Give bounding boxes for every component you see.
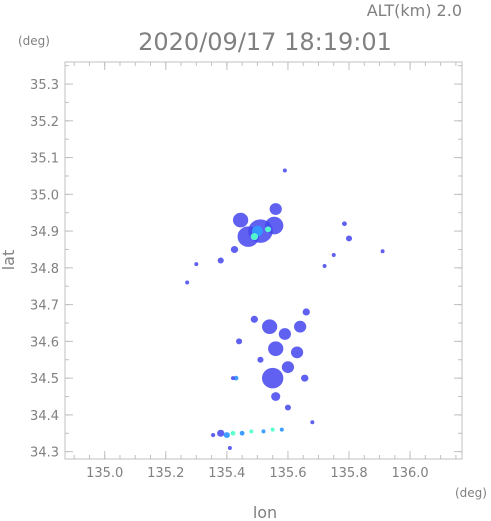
echo-cell-low [261, 319, 278, 335]
echo-cell-low [185, 280, 190, 285]
x-unit-label: (deg) [455, 486, 487, 500]
echo-cell-low [282, 168, 287, 173]
echo-cell-low [257, 356, 264, 363]
echo-cell-mid [239, 430, 245, 436]
echo-cell-low [232, 212, 249, 228]
echo-cell-low [331, 252, 336, 257]
echo-cell-low [194, 262, 199, 267]
echo-cell-low [345, 235, 353, 242]
echo-cell-high [270, 427, 275, 432]
y-tick-label: 34.4 [30, 409, 59, 424]
axis-ticks: 135.0 135.2 135.4 135.6 135.8 136.0 34.3 34.4 34… [30, 62, 462, 481]
echo-cell-low [250, 315, 259, 323]
echo-cell-high [230, 430, 236, 436]
echo-cell-low [341, 221, 347, 227]
y-tick-label: 35.2 [30, 115, 59, 130]
y-tick-label: 35.3 [30, 78, 59, 93]
x-axis-title: lon [253, 503, 277, 521]
echo-cell-low [290, 346, 304, 359]
x-tick-label: 135.0 [86, 466, 123, 481]
echo-cell-low [322, 264, 327, 269]
x-tick-label: 135.4 [208, 466, 245, 481]
x-tick-label: 135.6 [269, 466, 306, 481]
plot-frame [64, 61, 463, 460]
x-tick-label: 135.2 [147, 466, 184, 481]
y-axis-title: lat [0, 250, 18, 271]
echo-cell-low [217, 257, 224, 264]
echo-cell-low [302, 308, 310, 316]
echo-cell-low [269, 203, 282, 215]
echo-cell-low [268, 341, 284, 357]
altitude-label: ALT(km) 2.0 [367, 1, 462, 20]
echo-cell-high [250, 233, 259, 241]
echo-cell-low [310, 420, 315, 425]
echo-cells [185, 168, 385, 450]
echo-cell-mid [233, 375, 239, 381]
echo-cell-low [230, 376, 235, 381]
timestamp-title: 2020/09/17 18:19:01 [138, 28, 392, 56]
echo-cell-low [284, 404, 291, 411]
echo-cell-low [294, 320, 307, 333]
echo-cell-low [380, 249, 385, 254]
echo-cell-low [278, 328, 291, 340]
echo-cell-mid [223, 432, 230, 439]
echo-cell-high [265, 226, 272, 233]
echo-cell-low [261, 367, 284, 389]
y-tick-label: 35.1 [30, 152, 59, 167]
echo-cell-low [271, 392, 281, 401]
y-tick-label: 34.3 [30, 446, 59, 461]
y-tick-label: 34.5 [30, 372, 59, 387]
echo-cell-low [217, 429, 225, 437]
echo-cell-low [227, 445, 232, 450]
y-tick-label: 34.8 [30, 262, 59, 277]
y-unit-label: (deg) [18, 34, 50, 48]
echo-cell-low [236, 338, 243, 345]
y-tick-label: 34.6 [30, 335, 59, 350]
x-tick-label: 135.8 [330, 466, 367, 481]
echo-cell-high [249, 429, 254, 434]
echo-cell-mid [261, 429, 266, 434]
echo-cell-mid [279, 427, 284, 432]
echo-cell-low [301, 374, 309, 382]
echo-cell-low [230, 245, 239, 254]
echo-cell-low [281, 361, 295, 373]
y-tick-label: 34.9 [30, 225, 59, 240]
y-tick-label: 34.7 [30, 299, 59, 314]
echo-cell-low [210, 433, 216, 438]
y-tick-label: 35.0 [30, 188, 59, 203]
x-tick-label: 136.0 [391, 466, 428, 481]
